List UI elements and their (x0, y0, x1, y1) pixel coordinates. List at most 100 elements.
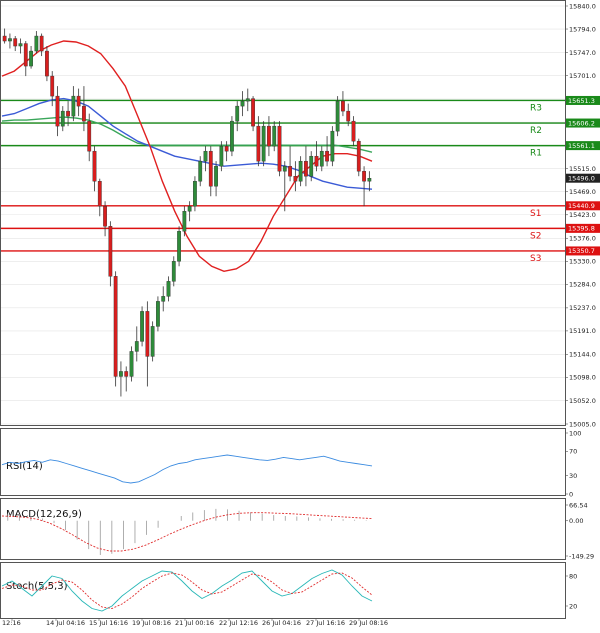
candle-body (97, 181, 102, 207)
price-axis: 15840.015794.015747.015701.015654.015608… (565, 2, 596, 428)
candle-body (351, 120, 356, 142)
level-tag-label: 15395.8 (568, 225, 595, 233)
candle-body (309, 155, 314, 177)
level-tag-box (566, 141, 600, 151)
axis-tick-label: 0.00 (569, 517, 583, 525)
price-tick-label: 15469.0 (569, 188, 596, 196)
stoch-panel (0, 562, 566, 619)
candle-body (66, 110, 70, 117)
candle-body (124, 371, 129, 377)
candle-body (314, 155, 319, 167)
candle-body (341, 100, 345, 112)
axis-tick-label: 66.54 (569, 501, 588, 509)
candle-body (103, 206, 107, 227)
candle-body (34, 35, 39, 52)
time-tick-label: 21 Jul 00:16 (175, 619, 214, 627)
time-axis: 12:16 14 Jul 04:16 15 Jul 16:16 19 Jul 08:1… (2, 618, 388, 627)
candle-body (145, 311, 150, 357)
candle-body (293, 176, 298, 182)
candles (2, 28, 372, 397)
level-tag-label: 15440.9 (568, 202, 595, 210)
price-tick-label: 15376.0 (569, 235, 596, 243)
time-tick-label: 19 Jul 08:16 (132, 619, 171, 627)
candle-body (288, 165, 292, 177)
candle-body (71, 95, 76, 117)
candle-body (367, 178, 372, 182)
price-tick-label: 15284.0 (569, 281, 596, 289)
price-tick-label: 15840.0 (569, 2, 596, 10)
price-tick-label: 15098.0 (569, 374, 596, 382)
price-tick-label: 15052.0 (569, 397, 596, 405)
rsi-line (1, 454, 373, 484)
level-label-s2: S2 (530, 231, 541, 241)
candle-body (235, 105, 240, 122)
price-tick-label: 15237.0 (569, 304, 596, 312)
candle-body (13, 38, 18, 47)
axis-tick-label: -149.29 (569, 552, 594, 560)
candle-body (230, 120, 234, 152)
rsi-title: RSI(14) (6, 461, 43, 472)
current-price-box (566, 173, 600, 183)
macd-title: MACD(12,26,9) (6, 509, 82, 520)
candle-body (251, 98, 255, 127)
level-tag-box (566, 223, 600, 233)
time-tick-label: 12:16 (2, 619, 21, 627)
candle-body (182, 211, 187, 232)
time-tick-label: 27 Jul 16:16 (306, 619, 345, 627)
candle-body (272, 125, 277, 147)
candle-body (219, 145, 224, 167)
price-tick-label: 15423.0 (569, 211, 596, 219)
candle-body (18, 43, 23, 47)
axis-tick-label: 30 (569, 472, 577, 480)
time-tick-label: 15 Jul 16:16 (89, 619, 128, 627)
macd-panel (0, 498, 566, 560)
level-tag-box (566, 95, 600, 105)
time-tick-label: 26 Jul 04:16 (262, 619, 301, 627)
candle-body (304, 160, 308, 177)
time-tick-label: 29 Jul 08:16 (349, 619, 388, 627)
candle-body (256, 125, 261, 162)
candle-body (240, 100, 245, 107)
candle-body (356, 140, 361, 172)
candle-body (166, 281, 171, 297)
axis-tick-label: 0 (569, 490, 573, 498)
candle-body (23, 43, 28, 67)
macd-histogram (7, 508, 367, 555)
level-tag-label: 15561.1 (568, 142, 595, 150)
candle-body (362, 170, 366, 182)
level-tag-label: 15350.7 (568, 247, 595, 255)
candle-body (208, 150, 213, 187)
candle-body (45, 50, 49, 77)
price-tick-label: 15747.0 (569, 49, 596, 57)
level-label-r3: R3 (530, 103, 542, 113)
level-tag-box (566, 201, 600, 211)
level-label-r2: R2 (530, 126, 542, 136)
candle-body (76, 95, 81, 107)
candle-body (87, 120, 92, 152)
candle-body (325, 150, 329, 162)
candle-body (113, 276, 118, 377)
axis-tick-label: 20 (569, 602, 577, 610)
level-label-s3: S3 (530, 254, 541, 264)
candle-body (214, 165, 218, 187)
candle-body (277, 125, 282, 172)
candle-body (177, 231, 181, 262)
candle-body (171, 261, 176, 282)
candle-body (267, 125, 271, 147)
candle-body (92, 150, 97, 182)
candle-body (140, 311, 144, 342)
stoch-title: Stoch(5,5,3) (6, 581, 68, 592)
level-label-r1: R1 (530, 149, 542, 159)
candle-body (29, 50, 33, 67)
level-tag-box (566, 118, 600, 128)
macd-signal-line (1, 512, 373, 552)
level-tag-box (566, 246, 600, 256)
candle-body (129, 351, 134, 377)
candle-body (39, 35, 44, 52)
macd-axis: 66.54 0.00 -149.29 (565, 501, 594, 560)
price-tick-label: 15330.0 (569, 258, 596, 266)
axis-tick-label: 80 (569, 572, 577, 580)
current-price-label: 15496.0 (568, 175, 595, 183)
candle-body (161, 296, 166, 302)
